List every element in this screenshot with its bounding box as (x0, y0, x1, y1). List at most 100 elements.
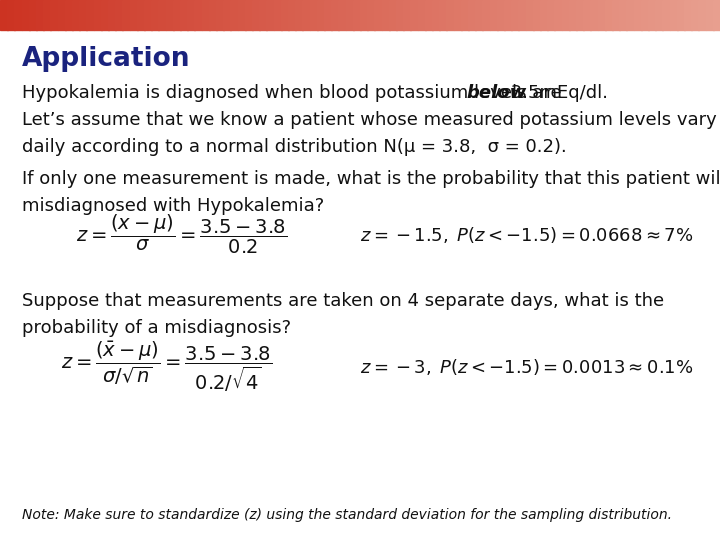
Bar (418, 0, 426, 30)
Text: Suppose that measurements are taken on 4 separate days, what is the: Suppose that measurements are taken on 4… (22, 292, 664, 309)
Text: Note: Make sure to standardize (z) using the standard deviation for the sampling: Note: Make sure to standardize (z) using… (22, 508, 672, 522)
Bar (101, 0, 109, 30)
Bar (230, 0, 238, 30)
Text: $z = -3,\; P(z < -1.5) = 0.0013 \approx 0.1\%$: $z = -3,\; P(z < -1.5) = 0.0013 \approx … (360, 357, 693, 377)
Bar (454, 0, 462, 30)
Bar (202, 0, 210, 30)
Bar (662, 0, 670, 30)
Bar (461, 0, 469, 30)
Bar (245, 0, 253, 30)
Bar (173, 0, 181, 30)
Text: Hypokalemia is diagnosed when blood potassium levels are: Hypokalemia is diagnosed when blood pota… (22, 84, 567, 102)
Bar (137, 0, 145, 30)
Bar (482, 0, 490, 30)
Bar (468, 0, 476, 30)
Bar (0, 0, 8, 30)
Bar (526, 0, 534, 30)
Text: probability of a misdiagnosis?: probability of a misdiagnosis? (22, 319, 291, 336)
Bar (547, 0, 555, 30)
Bar (50, 0, 58, 30)
Text: misdiagnosed with Hypokalemia?: misdiagnosed with Hypokalemia? (22, 197, 324, 215)
Bar (166, 0, 174, 30)
Bar (65, 0, 73, 30)
Bar (374, 0, 382, 30)
Bar (367, 0, 375, 30)
Text: $z = \dfrac{(\bar{x}-\mu)}{\sigma/\sqrt{n}} = \dfrac{3.5-3.8}{0.2/\sqrt{4}}$: $z = \dfrac{(\bar{x}-\mu)}{\sigma/\sqrt{… (61, 340, 272, 394)
Bar (266, 0, 274, 30)
Bar (144, 0, 152, 30)
Bar (590, 0, 598, 30)
Bar (569, 0, 577, 30)
Bar (115, 0, 123, 30)
Bar (677, 0, 685, 30)
Bar (252, 0, 260, 30)
Bar (504, 0, 512, 30)
Bar (43, 0, 51, 30)
Bar (655, 0, 663, 30)
Bar (310, 0, 318, 30)
Bar (94, 0, 102, 30)
Text: $z = -1.5,\; P(z < -1.5) = 0.0668 \approx 7\%$: $z = -1.5,\; P(z < -1.5) = 0.0668 \appro… (360, 225, 693, 245)
Bar (583, 0, 591, 30)
Bar (324, 0, 332, 30)
Bar (122, 0, 130, 30)
Bar (346, 0, 354, 30)
Bar (331, 0, 339, 30)
Bar (187, 0, 195, 30)
Bar (389, 0, 397, 30)
Bar (58, 0, 66, 30)
Bar (302, 0, 310, 30)
Bar (425, 0, 433, 30)
Bar (79, 0, 87, 30)
Text: Let’s assume that we know a patient whose measured potassium levels vary: Let’s assume that we know a patient whos… (22, 111, 716, 129)
Bar (439, 0, 447, 30)
Bar (511, 0, 519, 30)
Bar (353, 0, 361, 30)
Bar (403, 0, 411, 30)
Bar (713, 0, 720, 30)
Bar (634, 0, 642, 30)
Bar (259, 0, 267, 30)
Bar (533, 0, 541, 30)
Text: daily according to a normal distribution N(μ = 3.8,  σ = 0.2).: daily according to a normal distribution… (22, 138, 567, 156)
Bar (518, 0, 526, 30)
Bar (410, 0, 418, 30)
Bar (626, 0, 634, 30)
Bar (619, 0, 627, 30)
Text: 3.5mEq/dl.: 3.5mEq/dl. (505, 84, 608, 102)
Bar (684, 0, 692, 30)
Bar (382, 0, 390, 30)
Bar (223, 0, 231, 30)
Bar (274, 0, 282, 30)
Bar (360, 0, 368, 30)
Bar (554, 0, 562, 30)
Bar (497, 0, 505, 30)
Bar (475, 0, 483, 30)
Bar (7, 0, 15, 30)
Bar (158, 0, 166, 30)
Bar (490, 0, 498, 30)
Bar (576, 0, 584, 30)
Bar (612, 0, 620, 30)
Bar (562, 0, 570, 30)
Bar (432, 0, 440, 30)
Bar (72, 0, 80, 30)
Bar (691, 0, 699, 30)
Text: below: below (467, 84, 526, 102)
Bar (209, 0, 217, 30)
Bar (641, 0, 649, 30)
Bar (670, 0, 678, 30)
Bar (605, 0, 613, 30)
Bar (396, 0, 404, 30)
Bar (698, 0, 706, 30)
Bar (108, 0, 116, 30)
Bar (317, 0, 325, 30)
Bar (14, 0, 22, 30)
Bar (194, 0, 202, 30)
Bar (216, 0, 224, 30)
Bar (281, 0, 289, 30)
Bar (540, 0, 548, 30)
Bar (648, 0, 656, 30)
Bar (598, 0, 606, 30)
Bar (36, 0, 44, 30)
